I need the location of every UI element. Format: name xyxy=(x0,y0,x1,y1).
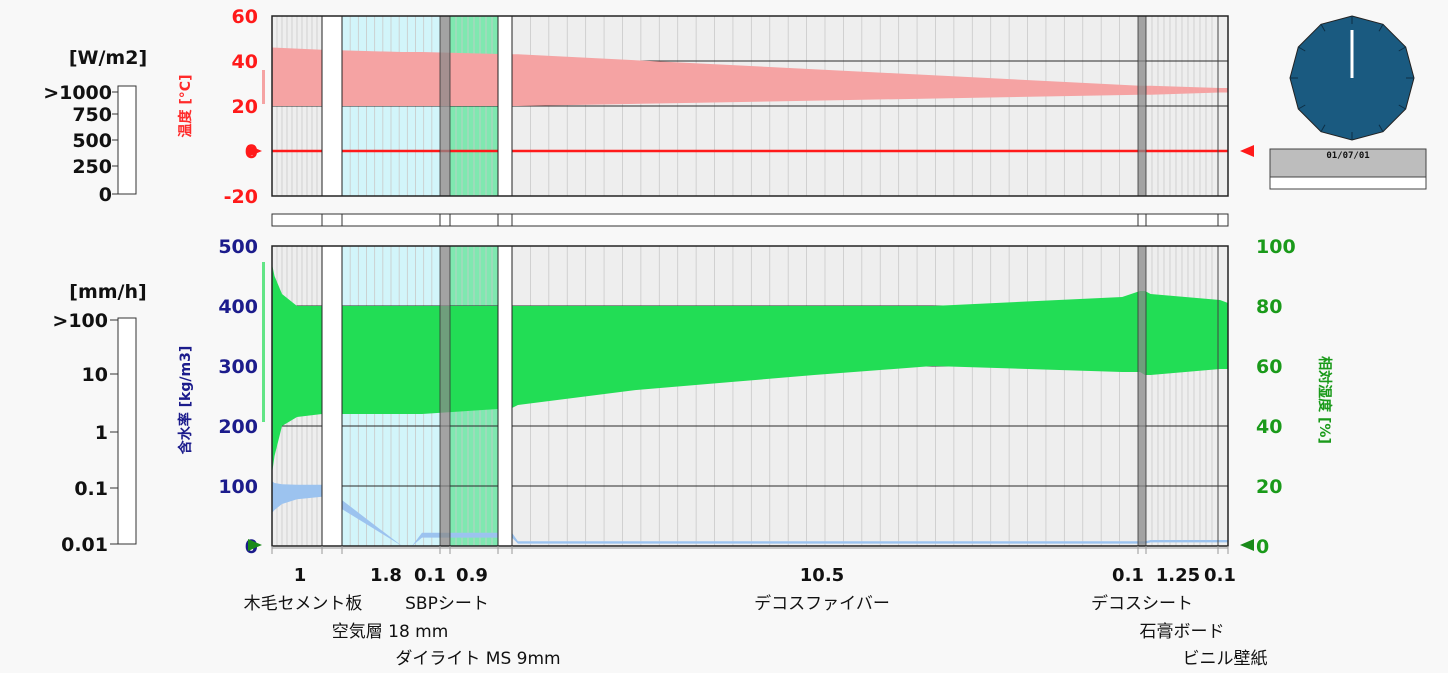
layer-thickness-label: 1.25 xyxy=(1156,565,1200,586)
wall-gap xyxy=(497,15,513,197)
date-box xyxy=(1269,148,1427,178)
radiation-tick-label: 750 xyxy=(72,104,112,126)
layer-axis xyxy=(271,546,1229,554)
temperature-outside-indicator xyxy=(262,70,265,104)
layer-name-label: SBPシート xyxy=(405,594,489,614)
clock-tick xyxy=(1320,24,1326,32)
clock: 01/07/01 xyxy=(1269,15,1427,190)
wall-gap xyxy=(497,245,513,547)
humidity-tick-label: 100 xyxy=(1256,236,1296,258)
radiation-bar xyxy=(117,85,137,195)
humidity-outside-indicator xyxy=(262,262,265,422)
moisture-tick-label: 300 xyxy=(218,356,258,378)
layer-thickness-label: 1.8 xyxy=(370,565,402,586)
rain-tick-label: 10 xyxy=(82,364,108,386)
clock-tick xyxy=(1298,104,1306,110)
temperature-tick-label: 20 xyxy=(232,96,258,118)
moisture-tick-label: 400 xyxy=(218,296,258,318)
layer-thickness-label: 0.1 xyxy=(1204,565,1236,586)
layer-name-label: ビニル壁紙 xyxy=(1183,649,1268,669)
moisture-axis-title: 含水率 [kg/m3] xyxy=(177,346,194,454)
moisture-tick-label: 200 xyxy=(218,416,258,438)
rain-bar xyxy=(117,317,137,545)
temperature-tick-label: -20 xyxy=(224,186,258,208)
rain-scale: [mm/h] >100 10 1 0.1 0.01 xyxy=(52,281,146,556)
rain-unit: [mm/h] xyxy=(69,281,146,303)
layer-thickness-label: 10.5 xyxy=(800,565,844,586)
temperature-left-marker xyxy=(248,145,262,157)
radiation-tick-label: 250 xyxy=(72,156,112,178)
clock-tick xyxy=(1378,124,1384,132)
radiation-tick-label: 500 xyxy=(72,130,112,152)
layer-thickness-label: 0.1 xyxy=(414,565,446,586)
layer-thickness-labels: 1 1.8 0.1 0.9 10.5 0.1 1.25 0.1 xyxy=(294,565,1236,586)
layer-name-label: 空気層 18 mm xyxy=(332,622,449,642)
layer-thickness-label: 0.1 xyxy=(1112,565,1144,586)
rain-tick-label: >100 xyxy=(52,310,108,332)
humidity-tick-label: 60 xyxy=(1256,356,1282,378)
humidity-tick-label: 20 xyxy=(1256,476,1282,498)
rain-tick-label: 0.1 xyxy=(74,478,108,500)
moisture-tick-label: 100 xyxy=(218,476,258,498)
sbp-sheet xyxy=(439,245,451,547)
moisture-tick-label: 500 xyxy=(218,236,258,258)
clock-tick xyxy=(1320,124,1326,132)
layer-thickness-label: 0.9 xyxy=(456,565,488,586)
wall-gap xyxy=(321,15,343,197)
humidity-axis-title: 相対湿度 [%] xyxy=(1316,356,1333,444)
humidity-tick-label: 40 xyxy=(1256,416,1282,438)
clock-tick xyxy=(1398,104,1406,110)
temperature-tick-label: 60 xyxy=(232,6,258,28)
decos-sheet xyxy=(1137,15,1147,197)
wall-gap xyxy=(321,245,343,547)
rain-tick-label: 0.01 xyxy=(61,534,108,556)
layer-name-label: 石膏ボード xyxy=(1140,621,1225,642)
radiation-tick-label: 0 xyxy=(99,184,112,206)
layer-name-label: デコスシート xyxy=(1091,593,1193,614)
radiation-unit: [W/m2] xyxy=(69,47,147,69)
humidity-tick-label: 0 xyxy=(1256,536,1269,558)
layer-strip xyxy=(271,213,1229,227)
layer-name-label: ダイライト MS 9mm xyxy=(395,649,560,669)
radiation-tick-label: >1000 xyxy=(43,82,112,104)
layer-name-label: 木毛セメント板 xyxy=(244,594,363,614)
temperature-plot-frame xyxy=(271,15,1229,197)
clock-tick xyxy=(1378,24,1384,32)
layer-name-label: デコスファイバー xyxy=(754,593,890,614)
temperature-tick-label: 40 xyxy=(232,51,258,73)
humidity-right-marker xyxy=(1240,539,1254,551)
layer-thickness-label: 1 xyxy=(294,565,307,586)
moisture-plot-frame xyxy=(271,245,1229,547)
clock-date-label: 01/07/01 xyxy=(1326,151,1369,161)
clock-tick xyxy=(1398,46,1406,52)
temperature-axis-title: 温度 [°C] xyxy=(177,75,194,138)
date-progress-bar xyxy=(1269,176,1427,190)
temperature-right-marker xyxy=(1240,145,1254,157)
clock-tick xyxy=(1298,46,1306,52)
layer-strip-frame xyxy=(271,213,1229,227)
decos-sheet xyxy=(1137,245,1147,547)
humidity-left-marker xyxy=(248,539,262,551)
rain-tick-label: 1 xyxy=(95,422,108,444)
humidity-tick-label: 80 xyxy=(1256,296,1282,318)
sbp-sheet xyxy=(439,15,451,197)
